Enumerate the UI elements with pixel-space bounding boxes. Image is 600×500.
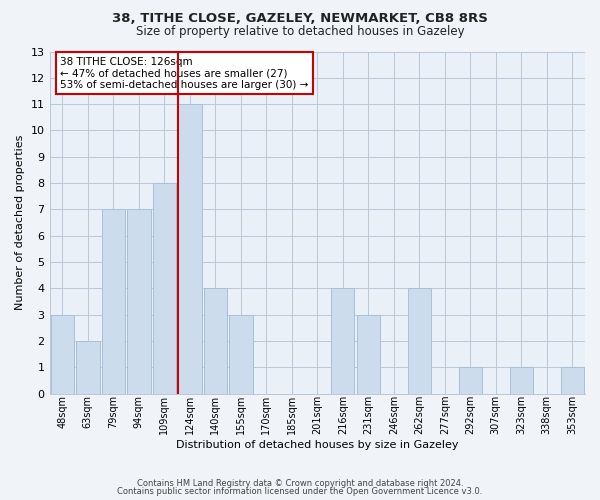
Text: 38, TITHE CLOSE, GAZELEY, NEWMARKET, CB8 8RS: 38, TITHE CLOSE, GAZELEY, NEWMARKET, CB8… xyxy=(112,12,488,26)
Bar xyxy=(101,210,125,394)
Bar xyxy=(152,183,176,394)
Text: Contains HM Land Registry data © Crown copyright and database right 2024.: Contains HM Land Registry data © Crown c… xyxy=(137,478,463,488)
Bar xyxy=(458,367,482,394)
Bar xyxy=(356,314,380,394)
Bar xyxy=(229,314,253,394)
Bar xyxy=(203,288,227,394)
X-axis label: Distribution of detached houses by size in Gazeley: Distribution of detached houses by size … xyxy=(176,440,458,450)
Bar xyxy=(331,288,355,394)
Text: 38 TITHE CLOSE: 126sqm
← 47% of detached houses are smaller (27)
53% of semi-det: 38 TITHE CLOSE: 126sqm ← 47% of detached… xyxy=(60,56,308,90)
Bar xyxy=(407,288,431,394)
Text: Contains public sector information licensed under the Open Government Licence v3: Contains public sector information licen… xyxy=(118,487,482,496)
Bar xyxy=(127,210,151,394)
Text: Size of property relative to detached houses in Gazeley: Size of property relative to detached ho… xyxy=(136,25,464,38)
Bar xyxy=(560,367,584,394)
Bar xyxy=(76,341,100,394)
Y-axis label: Number of detached properties: Number of detached properties xyxy=(15,135,25,310)
Bar xyxy=(509,367,533,394)
Bar xyxy=(50,314,74,394)
Bar xyxy=(178,104,202,394)
